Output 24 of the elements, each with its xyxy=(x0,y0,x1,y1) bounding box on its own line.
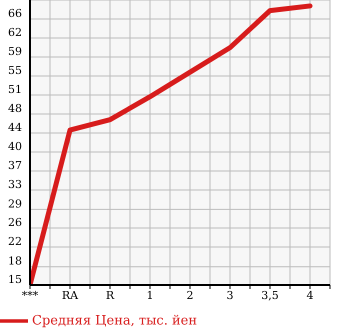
x-tick-label: *** xyxy=(22,288,39,302)
y-tick-label: 66 xyxy=(8,6,22,20)
y-tick-label: 40 xyxy=(8,140,22,153)
y-tick-label: 59 xyxy=(8,44,22,58)
legend-label: Средняя Цена, тыс. йен xyxy=(32,313,197,328)
y-tick-label: 22 xyxy=(8,234,22,248)
x-tick-label: 1 xyxy=(146,288,154,302)
y-tick-label: 51 xyxy=(8,82,22,96)
y-tick-label: 29 xyxy=(8,197,22,210)
x-tick-label: 3,5 xyxy=(261,288,279,302)
x-tick-label: RA xyxy=(62,288,80,302)
y-tick-label: 33 xyxy=(8,178,22,191)
y-tick-label: 44 xyxy=(8,120,22,134)
x-tick-label: R xyxy=(106,288,115,302)
x-tick-label: 2 xyxy=(186,288,194,302)
y-tick-label: 18 xyxy=(8,254,22,268)
y-tick-label: 55 xyxy=(8,64,22,77)
y-tick-label: 26 xyxy=(8,216,22,229)
x-tick-label: 4 xyxy=(306,288,314,302)
x-tick-label: 3 xyxy=(226,288,234,302)
y-tick-label: 48 xyxy=(8,102,22,115)
y-tick-label: 37 xyxy=(8,158,22,172)
y-tick-label: 62 xyxy=(8,26,22,39)
y-tick-label: 15 xyxy=(8,272,22,286)
